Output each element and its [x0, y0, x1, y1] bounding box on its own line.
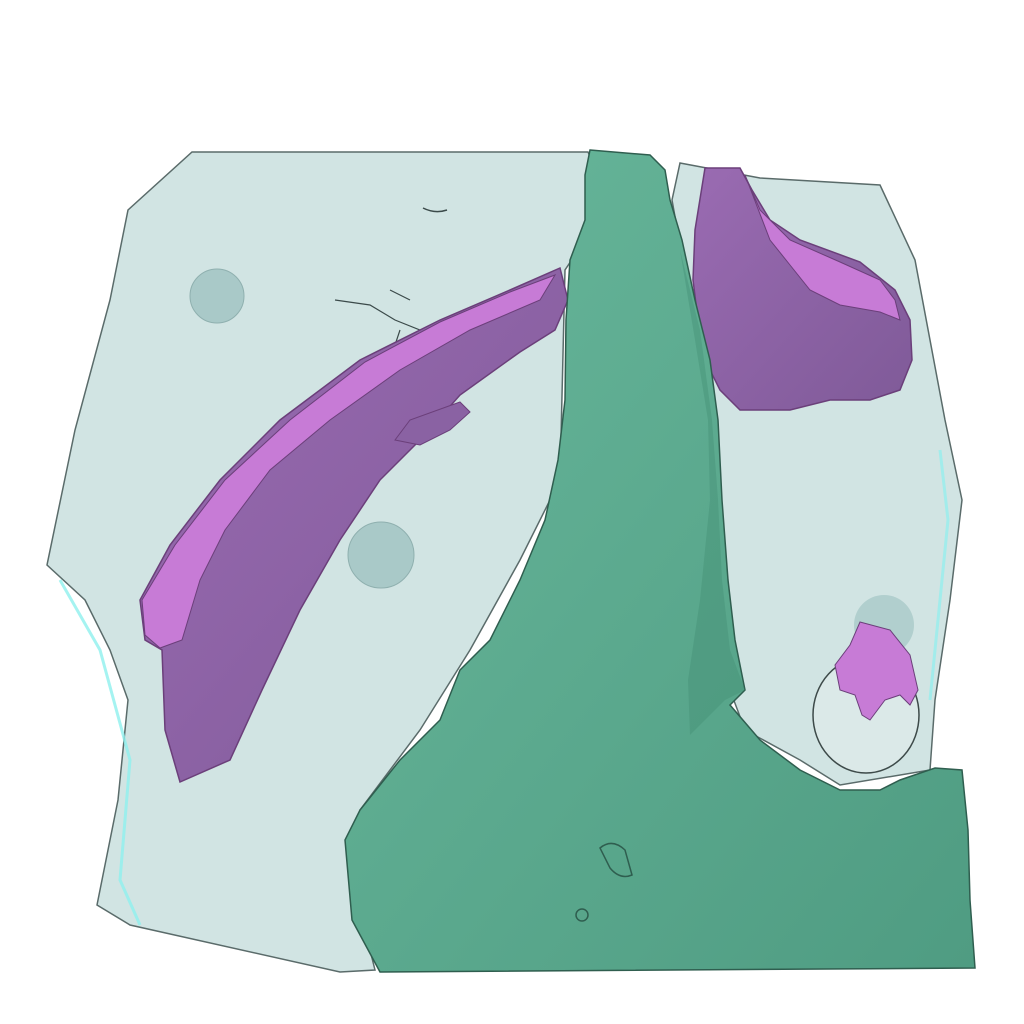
- vessel-shadow: [680, 250, 745, 735]
- lesion-left-branch: [394, 401, 471, 446]
- bubble: [347, 521, 415, 589]
- lesion-small: [834, 621, 919, 721]
- bubble: [189, 268, 245, 324]
- lesion-left-highlight: [141, 274, 557, 649]
- lesion-left: [139, 266, 569, 784]
- tissue-rim-left: [58, 579, 142, 926]
- vessel-structure: [344, 149, 976, 973]
- fiber-strand: [422, 207, 448, 213]
- tissue-rim-right: [928, 449, 950, 701]
- vessel-hole: [575, 908, 589, 922]
- lesion-right-highlight: [744, 174, 901, 321]
- vessel-hole: [599, 842, 633, 878]
